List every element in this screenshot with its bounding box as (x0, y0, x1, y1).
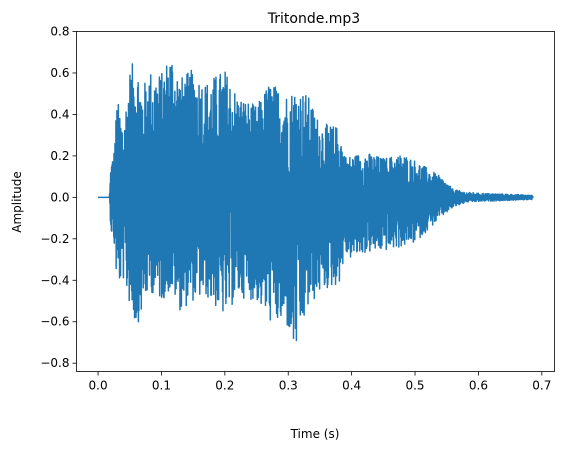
y-tick-label: −0.8 (40, 356, 69, 370)
x-tick-label: 0.5 (405, 379, 424, 393)
y-tick-label: 0.6 (50, 66, 69, 80)
y-axis-label: Amplitude (10, 171, 24, 233)
y-tick-label: 0.8 (50, 25, 69, 39)
x-tick-label: 0.6 (469, 379, 488, 393)
y-tick-label: 0.0 (50, 190, 69, 204)
y-tick-label: −0.2 (40, 232, 69, 246)
x-tick-label: 0.7 (532, 379, 551, 393)
x-tick-label: 0.1 (152, 379, 171, 393)
waveform-series-line (97, 63, 534, 342)
x-tick-label: 0.3 (279, 379, 298, 393)
y-tick-label: 0.4 (50, 107, 69, 121)
x-tick-label: 0.0 (89, 379, 108, 393)
y-tick-label: 0.2 (50, 149, 69, 163)
x-tick-label: 0.2 (215, 379, 234, 393)
x-tick-label: 0.4 (342, 379, 361, 393)
chart-title: Tritonde.mp3 (267, 11, 360, 27)
axes-frame (76, 31, 555, 372)
y-tick-label: −0.6 (40, 315, 69, 329)
y-tick-label: −0.4 (40, 273, 69, 287)
x-axis-label: Time (s) (290, 427, 340, 441)
x-axis: 0.0 0.1 0.2 0.3 0.4 0.5 0.6 0.7 (89, 371, 551, 393)
y-axis: −0.8 −0.6 −0.4 −0.2 0.0 0.2 0.4 0.6 0.8 (40, 25, 77, 370)
plot-area (97, 63, 534, 342)
